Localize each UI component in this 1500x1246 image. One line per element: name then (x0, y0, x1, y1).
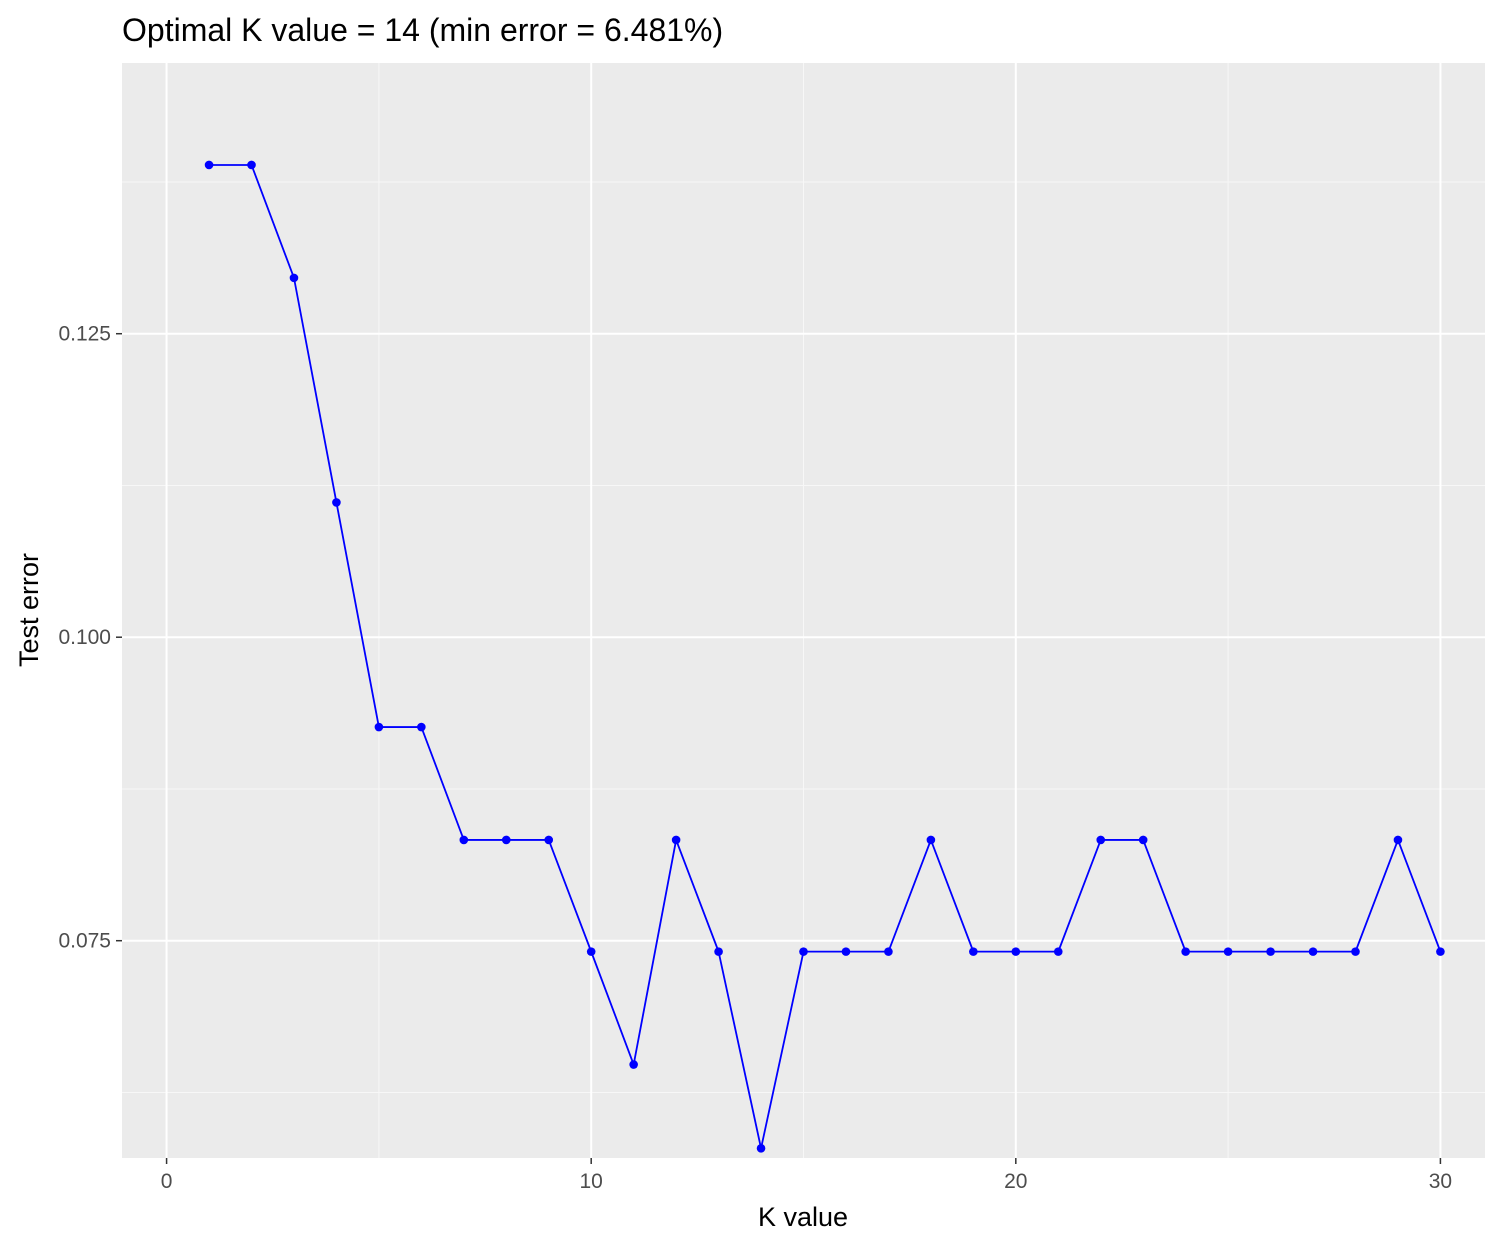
x-tick-label: 10 (580, 1170, 603, 1193)
data-point (204, 160, 214, 170)
data-point (1181, 947, 1190, 956)
data-point (671, 835, 681, 845)
data-point (1308, 947, 1318, 956)
data-point (544, 835, 554, 845)
data-point (841, 947, 851, 956)
data-point (289, 273, 299, 283)
data-point (629, 1060, 638, 1069)
data-point (417, 722, 426, 732)
data-point (501, 835, 511, 845)
y-tick-label: 0.100 (58, 626, 111, 649)
x-tick-label: 20 (1004, 1170, 1027, 1193)
major-gridlines (122, 63, 1485, 1158)
y-axis-title: Test error (14, 553, 44, 667)
minor-gridlines (122, 63, 1485, 1158)
data-point (1223, 947, 1233, 956)
data-point (1436, 947, 1445, 956)
data-point (374, 722, 384, 732)
y-tick-label: 0.125 (58, 323, 111, 346)
data-point (332, 498, 341, 507)
data-point (586, 947, 596, 956)
data-point (1138, 835, 1148, 845)
series-line (209, 164, 1442, 1150)
y-tick-label: 0.075 (58, 930, 111, 953)
data-point (926, 835, 936, 845)
data-point (247, 160, 256, 170)
data-point (1096, 835, 1106, 845)
x-tick-label: 0 (161, 1170, 173, 1193)
chart-title: Optimal K value = 14 (min error = 6.481%… (122, 12, 723, 48)
data-point (1351, 947, 1360, 956)
data-point (1393, 835, 1403, 845)
x-axis-title: K value (758, 1202, 848, 1232)
data-point (756, 1143, 766, 1153)
data-point (884, 947, 893, 956)
data-point (799, 947, 808, 956)
data-point (1266, 947, 1275, 956)
data-point (969, 947, 978, 956)
data-point (1053, 947, 1063, 956)
data-point (714, 947, 723, 956)
data-point (1011, 947, 1021, 956)
x-tick-label: 30 (1429, 1170, 1452, 1193)
series-layer (204, 160, 1445, 1153)
axes: 0 10 20 30 0.075 0.100 0.125 (58, 323, 1452, 1193)
data-point (459, 835, 469, 845)
